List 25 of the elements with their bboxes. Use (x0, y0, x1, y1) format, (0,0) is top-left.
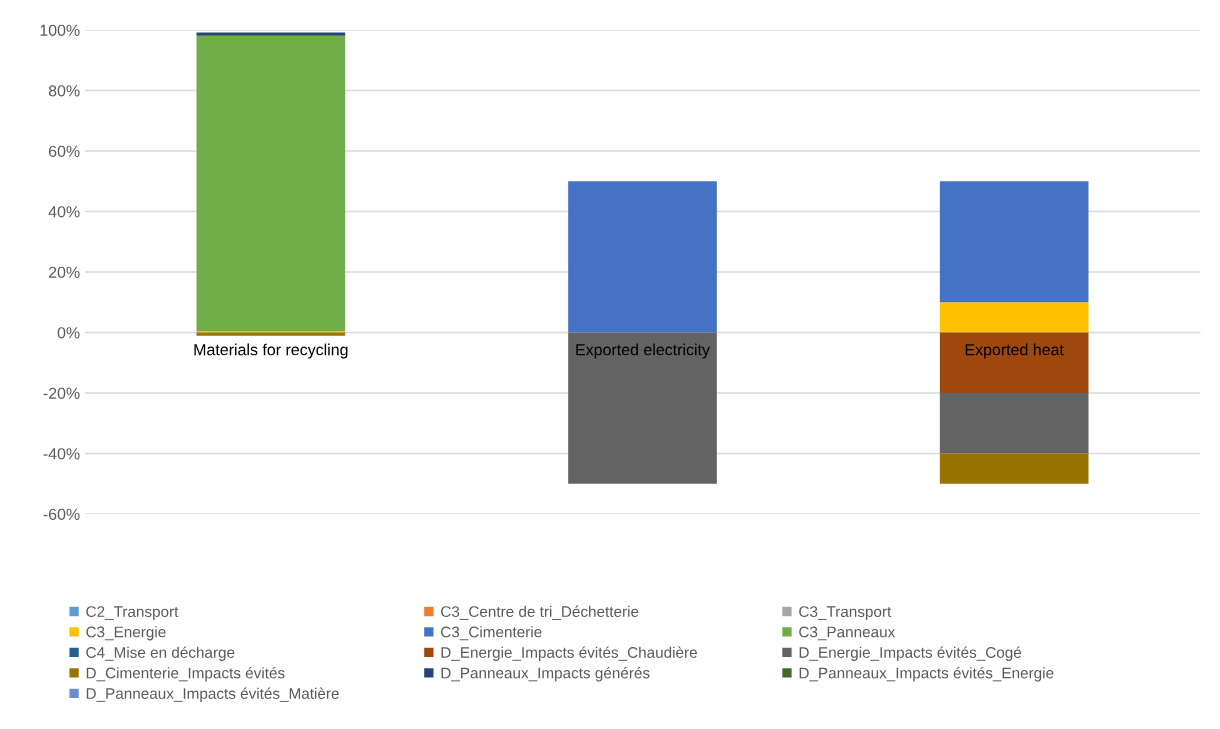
legend-label: C3_Centre de tri_Déchetterie (441, 605, 639, 620)
legend-label: D_Energie_Impacts évités_Chaudière (441, 646, 697, 661)
legend-label: D_Panneaux_Impacts évités_Energie (799, 667, 1054, 682)
legend-label: C3_Cimenterie (441, 626, 542, 641)
x-tick-label: Materials for recycling (194, 343, 348, 359)
legend-label: D_Energie_Impacts évités_Cogé (799, 646, 1022, 661)
legend-label: C3_Transport (799, 606, 892, 621)
y-tick-label: 0% (57, 327, 80, 339)
y-tick-label: 40% (48, 206, 80, 218)
legend-label: C4_Mise en décharge (86, 646, 235, 661)
legend-label: D_Cimenterie_Impacts évités (86, 667, 285, 682)
y-tick-label: -20% (43, 387, 80, 399)
y-tick-label: 100% (40, 24, 80, 36)
y-tick-label: -40% (43, 448, 80, 460)
legend-label: D_Panneaux_Impacts générés (441, 667, 650, 682)
legend-label: C3_Energie (86, 626, 166, 641)
y-tick-label: 80% (48, 85, 80, 97)
x-tick-label: Exported heat (965, 343, 1064, 359)
y-tick-label: 20% (48, 266, 80, 278)
legend-label: C2_Transport (86, 606, 179, 621)
x-tick-label: Exported electricity (576, 343, 710, 359)
y-tick-label: -60% (43, 508, 80, 520)
legend-label: C3_Panneaux (799, 626, 896, 641)
legend-label: D_Panneaux_Impacts évités_Matière (86, 687, 339, 702)
y-tick-label: 60% (48, 145, 80, 157)
